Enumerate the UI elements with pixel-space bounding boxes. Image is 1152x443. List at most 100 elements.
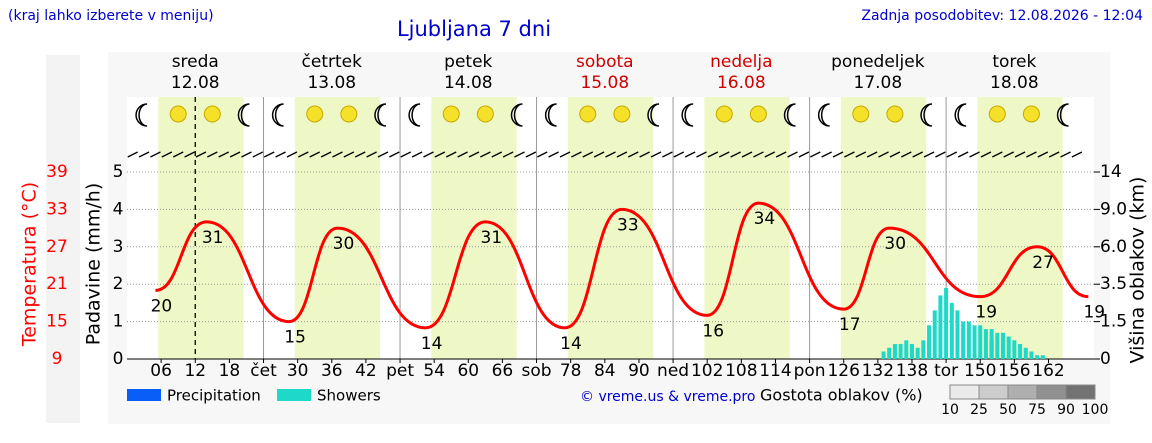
wind-barb	[639, 151, 650, 158]
precip-bar	[909, 344, 914, 359]
wind-barb	[241, 151, 252, 158]
wind-barb	[1037, 151, 1049, 158]
x-tick-label: 102	[691, 361, 723, 381]
x-tick-label: 132	[862, 361, 894, 381]
wind-barb	[400, 151, 412, 158]
precip-bar	[983, 329, 988, 359]
temp-value-label: 14	[560, 334, 582, 354]
wind-barb	[696, 151, 707, 158]
wind-barb	[514, 151, 525, 158]
x-tick-label: 108	[725, 361, 757, 381]
sun-icon	[613, 105, 631, 123]
temp-value-label: 20	[151, 296, 173, 316]
wind-barb	[172, 151, 184, 158]
wind-barb	[616, 151, 628, 158]
x-tick-label: 60	[457, 361, 479, 381]
x-tick-label: 126	[827, 361, 859, 381]
wind-barb	[855, 151, 867, 158]
wind-barb	[457, 151, 468, 158]
wind-barb	[571, 151, 582, 158]
x-tick-label: 162	[1032, 361, 1064, 381]
cloud-legend-tick: 100	[1082, 402, 1109, 418]
precip-bar	[995, 332, 1000, 359]
y-tick-label: 2	[113, 274, 124, 294]
sun-icon	[169, 105, 187, 123]
sun-icon	[715, 105, 733, 123]
wind-barb	[491, 151, 503, 158]
wind-barb	[218, 151, 229, 158]
precip-bar	[966, 321, 971, 359]
precip-bar	[978, 325, 983, 359]
precip-bar	[949, 302, 954, 359]
wind-barb	[900, 151, 912, 158]
daylight-band	[840, 97, 927, 359]
day-date: 13.08	[307, 73, 356, 93]
wind-barb	[207, 151, 218, 158]
cloud-tick-label: 14	[1100, 162, 1122, 182]
wind-barb	[309, 151, 321, 158]
wind-barb	[1003, 151, 1014, 158]
sun-icon	[442, 105, 460, 123]
wind-barb	[764, 151, 776, 158]
sun-icon	[306, 105, 324, 123]
wind-barb	[969, 151, 980, 158]
wind-barb	[161, 151, 173, 158]
day-date: 18.08	[990, 73, 1039, 93]
sun-icon	[340, 105, 358, 123]
cloud-swatch	[949, 384, 980, 400]
wind-barb	[275, 151, 286, 158]
wind-barb	[946, 151, 958, 158]
sun-icon	[1022, 105, 1040, 123]
temp-value-label: 17	[839, 315, 861, 335]
wind-barb	[445, 151, 457, 158]
temp-value-label: 19	[1083, 303, 1105, 323]
wind-barb	[411, 151, 423, 158]
wind-barb	[1071, 151, 1083, 158]
y-tick-label: 3	[113, 237, 124, 257]
y-tick-label: 1	[113, 312, 124, 332]
sun-icon	[203, 105, 221, 123]
legend-label: Showers	[317, 387, 381, 405]
wind-barb	[263, 151, 275, 158]
wind-barb	[1014, 151, 1026, 158]
x-tick-label: 54	[423, 361, 445, 381]
x-tick-label: 90	[628, 361, 650, 381]
wind-barb	[878, 151, 889, 158]
precip-bar	[1040, 355, 1045, 359]
cloud-tick-label: 3.5	[1100, 274, 1127, 294]
cloud-swatch	[1065, 384, 1096, 400]
header-left: (kraj lahko izberete v meniju)	[8, 8, 214, 24]
precip-bar	[1012, 340, 1017, 359]
sun-icon	[852, 105, 870, 123]
day-date: 16.08	[717, 73, 766, 93]
wind-barb	[889, 151, 901, 158]
wind-barb	[434, 151, 446, 158]
sun-icon	[886, 105, 904, 123]
wind-barb	[1060, 151, 1071, 158]
temp-value-label: 14	[421, 334, 443, 354]
precip-bar	[944, 287, 949, 359]
temp-value-label: 34	[754, 209, 776, 229]
wind-barb	[525, 151, 537, 158]
wind-barb	[377, 151, 389, 158]
wind-barb	[912, 151, 923, 158]
x-tick-label: pet	[386, 361, 414, 381]
cloud-tick-label: 9.0	[1100, 199, 1127, 219]
day-date: 17.08	[854, 73, 903, 93]
wind-barb	[707, 151, 719, 158]
wind-barb	[366, 151, 377, 158]
wind-barb	[320, 151, 332, 158]
wind-barb	[650, 151, 662, 158]
precip-bar	[972, 325, 977, 359]
wind-barb	[787, 151, 798, 158]
precip-bar	[887, 347, 892, 359]
wind-barb	[775, 151, 787, 158]
precip-bar	[898, 344, 903, 359]
wind-barb	[150, 151, 161, 158]
wind-barb	[423, 151, 434, 158]
temp-axis-label: Temperatura (°C)	[19, 182, 41, 347]
x-tick-label: čet	[250, 361, 277, 381]
daylight-band	[158, 97, 244, 359]
x-tick-label: ned	[657, 361, 689, 381]
temp-tick-label: 21	[46, 274, 68, 294]
